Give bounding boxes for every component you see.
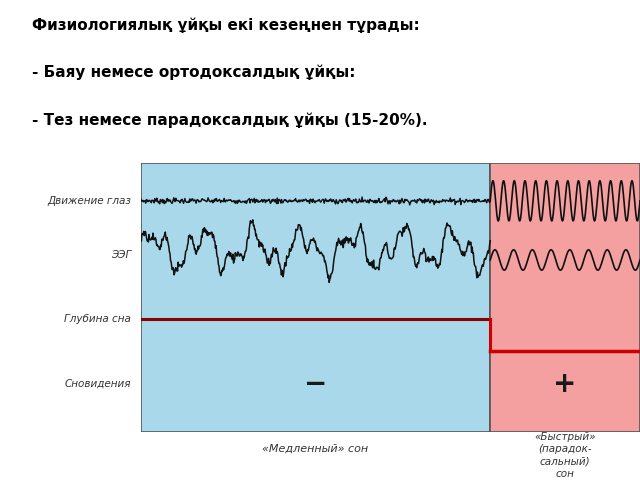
Text: −: − — [304, 370, 327, 397]
Text: Физиологиялық ұйқы екі кезеңнен тұрады:: Физиологиялық ұйқы екі кезеңнен тұрады: — [32, 17, 420, 33]
Bar — [490, 163, 640, 432]
Text: Движение глаз: Движение глаз — [47, 196, 131, 206]
Text: - Баяу немесе ортодоксалдық ұйқы:: - Баяу немесе ортодоксалдық ұйқы: — [32, 65, 355, 80]
Text: +: + — [554, 370, 577, 397]
Text: Глубина сна: Глубина сна — [64, 314, 131, 324]
Bar — [141, 163, 490, 432]
Text: - Тез немесе парадоксалдық ұйқы (15-20%).: - Тез немесе парадоксалдық ұйқы (15-20%)… — [32, 112, 428, 128]
Text: «Быстрый»
(парадок-
сальный)
сон: «Быстрый» (парадок- сальный) сон — [534, 432, 596, 479]
Text: «Медленный» сон: «Медленный» сон — [262, 444, 369, 454]
Text: ЭЭГ: ЭЭГ — [111, 250, 131, 260]
Text: Сновидения: Сновидения — [65, 379, 131, 389]
